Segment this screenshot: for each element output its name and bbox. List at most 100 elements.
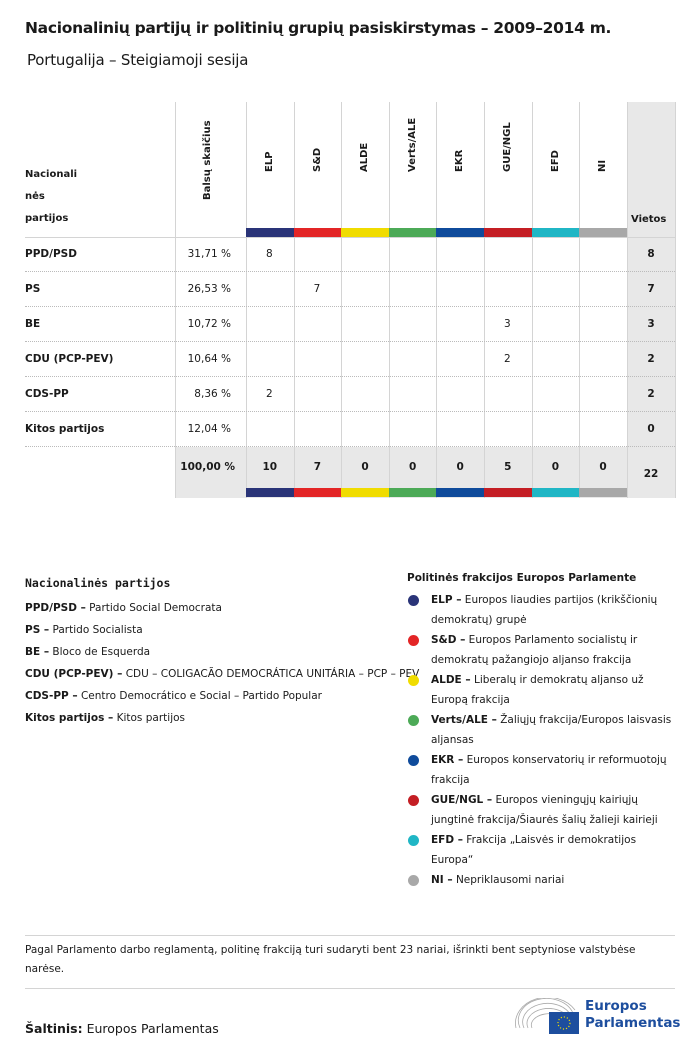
party-abbr: BE –	[25, 646, 50, 658]
seats-total: 2	[647, 388, 655, 400]
party-name: BE	[25, 318, 41, 330]
column-divider	[531, 102, 533, 498]
table-row: BE 10,72 % 3 3	[25, 307, 675, 342]
party-legend-item: CDU (PCP-PEV) – CDU – COLIGACÃO DEMOCRÁT…	[25, 663, 419, 685]
group-legend-item: S&D – Europos Parlamento socialistų ir d…	[407, 630, 675, 670]
group-color-dot-icon	[408, 755, 419, 766]
source-value: Europos Parlamentas	[82, 1021, 219, 1036]
party-full-name: CDU – COLIGACÃO DEMOCRÁTICA UNITÁRIA – P…	[122, 668, 420, 680]
column-divider	[436, 102, 438, 498]
votes-column-header: Balsų skaičius	[202, 120, 213, 200]
seats-column-bg	[627, 102, 675, 498]
party-name: PS	[25, 283, 41, 295]
group-abbr: ALDE –	[431, 674, 471, 686]
group-full-name: Europos vieningųjų kairiųjų jungtinė fra…	[431, 794, 658, 826]
european-parliament-logo: Europos Parlamentas	[513, 996, 680, 1036]
group-color-dot-icon	[408, 595, 419, 606]
seats-total: 3	[647, 318, 655, 330]
group-abbr: NI –	[431, 874, 453, 886]
party-name: Kitos partijos	[25, 423, 105, 435]
group-abbr: EFD –	[431, 834, 463, 846]
seat-cell: 2	[266, 388, 273, 400]
logo-text: Europos	[585, 998, 647, 1014]
political-groups-legend: Politinės frakcijos Europos Parlamente E…	[407, 572, 675, 910]
seats-total: 0	[647, 423, 655, 435]
party-legend-item: Kitos partijos – Kitos partijos	[25, 707, 419, 729]
group-legend-item: GUE/NGL – Europos vieningųjų kairiųjų ju…	[407, 790, 675, 830]
national-parties-legend: Nacionalinės partijos PPD/PSD – Partido …	[25, 572, 419, 729]
seat-cell: 7	[313, 283, 321, 295]
group-color-bar	[341, 228, 389, 237]
group-header-3: Verts/ALE	[406, 117, 418, 172]
group-legend-item: NI – Nepriklausomi nariai	[407, 870, 675, 910]
group-color-dot-icon	[408, 715, 419, 726]
parliament-hemicycle-icon	[515, 996, 579, 1034]
column-divider	[484, 102, 485, 498]
group-color-bar	[246, 488, 294, 497]
column-divider	[293, 102, 295, 498]
legend-title: Nacionalinės partijos	[25, 576, 171, 590]
column-divider	[675, 102, 676, 498]
total-votes: 100,00 %	[180, 461, 235, 473]
source-label: Šaltinis:	[25, 1021, 83, 1036]
column-divider	[246, 102, 247, 498]
group-header-5: GUE/NGL	[502, 122, 513, 172]
party-full-name: Bloco de Esquerda	[49, 646, 151, 658]
party-full-name: Partido Social Democrata	[85, 602, 222, 614]
group-legend-item: EFD – Frakcija „Laisvės ir demokratijos …	[407, 830, 675, 870]
table-row: PPD/PSD 31,71 % 8 8	[25, 237, 675, 272]
group-abbr: Verts/ALE –	[431, 714, 497, 726]
header-line: Nacionali	[25, 169, 78, 180]
vote-share: 26,53 %	[187, 283, 231, 295]
group-color-bar	[388, 228, 437, 237]
table-row: CDU (PCP-PEV) 10,64 % 2 2	[25, 342, 675, 377]
group-color-dot-icon	[408, 835, 419, 846]
party-full-name: Partido Socialista	[49, 624, 143, 636]
group-color-bar	[436, 488, 484, 497]
total-cell: 0	[551, 461, 560, 473]
group-legend-item: Verts/ALE – Žaliųjų frakcija/Europos lai…	[407, 710, 675, 750]
party-abbr: PPD/PSD –	[25, 602, 86, 614]
party-column-header: Nacionali nės partijos	[25, 164, 77, 230]
group-full-name: Frakcija „Laisvės ir demokratijos Europa…	[431, 834, 637, 866]
party-full-name: Kitos partijos	[113, 712, 186, 724]
group-legend-item: EKR – Europos konservatorių ir reformuot…	[407, 750, 675, 790]
seats-total: 7	[647, 283, 655, 295]
total-cell: 5	[504, 461, 512, 473]
group-abbr: S&D –	[431, 634, 466, 646]
group-color-dot-icon	[408, 675, 419, 686]
group-color-bar	[293, 488, 342, 497]
party-legend-item: BE – Bloco de Esquerda	[25, 641, 419, 663]
seats-total: 2	[647, 353, 655, 365]
group-full-name: Nepriklausomi nariai	[452, 874, 565, 886]
group-header-6: EFD	[549, 150, 561, 172]
party-full-name: Centro Democrático e Social – Partido Po…	[77, 690, 322, 702]
footnote: Pagal Parlamento darbo reglamentą, polit…	[25, 944, 636, 975]
group-header-0: ELP	[264, 151, 275, 172]
total-cell: 0	[599, 461, 607, 473]
group-color-dot-icon	[408, 635, 419, 646]
vote-share: 8,36 %	[194, 388, 231, 400]
group-color-bar	[531, 488, 580, 497]
group-color-bar	[341, 488, 389, 497]
total-cell: 0	[456, 461, 464, 473]
group-color-bar	[484, 488, 532, 497]
seats-total: 8	[647, 248, 655, 260]
column-divider	[175, 102, 176, 498]
column-divider	[626, 102, 628, 498]
party-abbr: PS –	[25, 624, 50, 636]
vote-share: 12,04 %	[187, 423, 231, 435]
group-abbr: EKR –	[431, 754, 464, 766]
vote-share: 31,71 %	[187, 248, 231, 260]
group-color-dot-icon	[408, 875, 419, 886]
total-cell: 7	[313, 461, 322, 473]
party-abbr: Kitos partijos –	[25, 712, 114, 724]
page-title: Nacionalinių partijų ir politinių grupių…	[25, 19, 612, 37]
vote-share: 10,64 %	[187, 353, 231, 365]
group-color-bar	[579, 488, 627, 497]
seats-column-header: Vietos	[631, 214, 667, 225]
seat-cell: 3	[504, 318, 511, 330]
column-divider	[579, 102, 581, 498]
group-full-name: Žaliųjų frakcija/Europos laisvasis aljan…	[431, 714, 672, 746]
party-name: CDS-PP	[25, 388, 69, 400]
